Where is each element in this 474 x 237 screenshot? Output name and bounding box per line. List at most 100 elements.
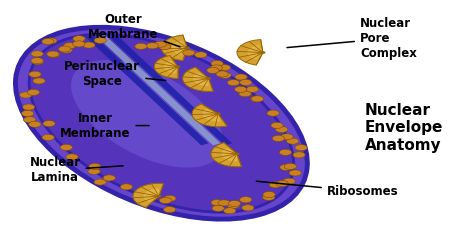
Wedge shape xyxy=(202,109,221,122)
Circle shape xyxy=(263,191,275,198)
Circle shape xyxy=(246,86,258,92)
Circle shape xyxy=(73,41,85,47)
Text: Perinuclear
Space: Perinuclear Space xyxy=(64,60,166,88)
Circle shape xyxy=(154,41,166,47)
Circle shape xyxy=(239,197,252,203)
Circle shape xyxy=(281,134,293,140)
Circle shape xyxy=(89,164,101,169)
Circle shape xyxy=(146,43,158,49)
Wedge shape xyxy=(155,56,178,78)
Circle shape xyxy=(66,154,78,160)
Circle shape xyxy=(219,72,231,78)
Circle shape xyxy=(60,144,73,150)
Wedge shape xyxy=(172,41,187,55)
Wedge shape xyxy=(247,45,263,59)
Circle shape xyxy=(94,37,107,43)
Circle shape xyxy=(58,46,71,52)
Wedge shape xyxy=(211,143,242,167)
Circle shape xyxy=(289,170,301,176)
Circle shape xyxy=(211,200,223,206)
Circle shape xyxy=(283,178,295,184)
Circle shape xyxy=(159,197,172,204)
Circle shape xyxy=(21,110,34,117)
Text: Ribosomes: Ribosomes xyxy=(256,181,399,198)
Circle shape xyxy=(275,126,288,132)
Circle shape xyxy=(120,184,133,190)
Circle shape xyxy=(250,96,263,102)
Circle shape xyxy=(211,60,223,67)
Circle shape xyxy=(88,168,100,174)
Circle shape xyxy=(175,65,180,68)
Polygon shape xyxy=(109,35,232,145)
Circle shape xyxy=(42,38,54,45)
Circle shape xyxy=(239,91,251,97)
Ellipse shape xyxy=(16,27,307,219)
Circle shape xyxy=(228,80,239,86)
Wedge shape xyxy=(182,67,213,91)
Text: Inner
Membrane: Inner Membrane xyxy=(60,112,149,140)
Wedge shape xyxy=(221,148,237,162)
Circle shape xyxy=(60,47,73,53)
Circle shape xyxy=(29,71,41,77)
Circle shape xyxy=(135,43,147,49)
Circle shape xyxy=(27,89,40,96)
Circle shape xyxy=(210,65,222,71)
Polygon shape xyxy=(98,35,220,145)
Wedge shape xyxy=(161,35,187,61)
Circle shape xyxy=(185,46,190,49)
Wedge shape xyxy=(193,73,209,86)
Circle shape xyxy=(216,71,228,77)
Circle shape xyxy=(19,92,32,98)
Text: Nuclear
Pore
Complex: Nuclear Pore Complex xyxy=(287,17,417,60)
Circle shape xyxy=(219,64,230,71)
Wedge shape xyxy=(164,60,178,74)
Circle shape xyxy=(271,122,283,128)
Circle shape xyxy=(206,77,211,80)
Circle shape xyxy=(293,152,305,158)
Circle shape xyxy=(164,195,176,201)
Circle shape xyxy=(33,78,45,84)
Circle shape xyxy=(182,50,195,56)
Wedge shape xyxy=(237,40,263,65)
Circle shape xyxy=(195,52,207,58)
Circle shape xyxy=(64,43,76,49)
Wedge shape xyxy=(144,188,159,202)
Circle shape xyxy=(42,134,55,141)
Circle shape xyxy=(73,36,85,42)
Circle shape xyxy=(31,51,43,57)
Polygon shape xyxy=(86,35,209,145)
Text: Nuclear
Envelope
Anatomy: Nuclear Envelope Anatomy xyxy=(365,103,443,153)
Circle shape xyxy=(279,149,292,155)
Text: Outer
Membrane: Outer Membrane xyxy=(88,13,180,47)
Circle shape xyxy=(94,179,106,185)
Circle shape xyxy=(24,117,36,123)
Ellipse shape xyxy=(71,60,223,168)
Circle shape xyxy=(31,59,44,65)
Circle shape xyxy=(240,79,252,86)
Text: Nuclear
Lamina: Nuclear Lamina xyxy=(29,156,123,184)
Circle shape xyxy=(295,145,307,151)
Circle shape xyxy=(207,67,219,73)
Circle shape xyxy=(212,205,224,211)
Circle shape xyxy=(276,181,288,187)
Circle shape xyxy=(272,135,284,141)
Circle shape xyxy=(263,194,275,200)
Circle shape xyxy=(224,208,236,214)
Wedge shape xyxy=(192,104,227,127)
Circle shape xyxy=(251,96,264,102)
Circle shape xyxy=(235,74,247,80)
Circle shape xyxy=(47,51,59,57)
Circle shape xyxy=(287,138,299,144)
Circle shape xyxy=(227,202,239,209)
Circle shape xyxy=(218,200,230,206)
Circle shape xyxy=(235,86,247,92)
Circle shape xyxy=(156,195,162,198)
Circle shape xyxy=(103,175,115,181)
Circle shape xyxy=(47,51,60,58)
Circle shape xyxy=(216,113,221,115)
Circle shape xyxy=(228,201,241,207)
Circle shape xyxy=(31,58,43,64)
Circle shape xyxy=(23,104,35,110)
Circle shape xyxy=(83,42,95,48)
Circle shape xyxy=(43,121,55,127)
